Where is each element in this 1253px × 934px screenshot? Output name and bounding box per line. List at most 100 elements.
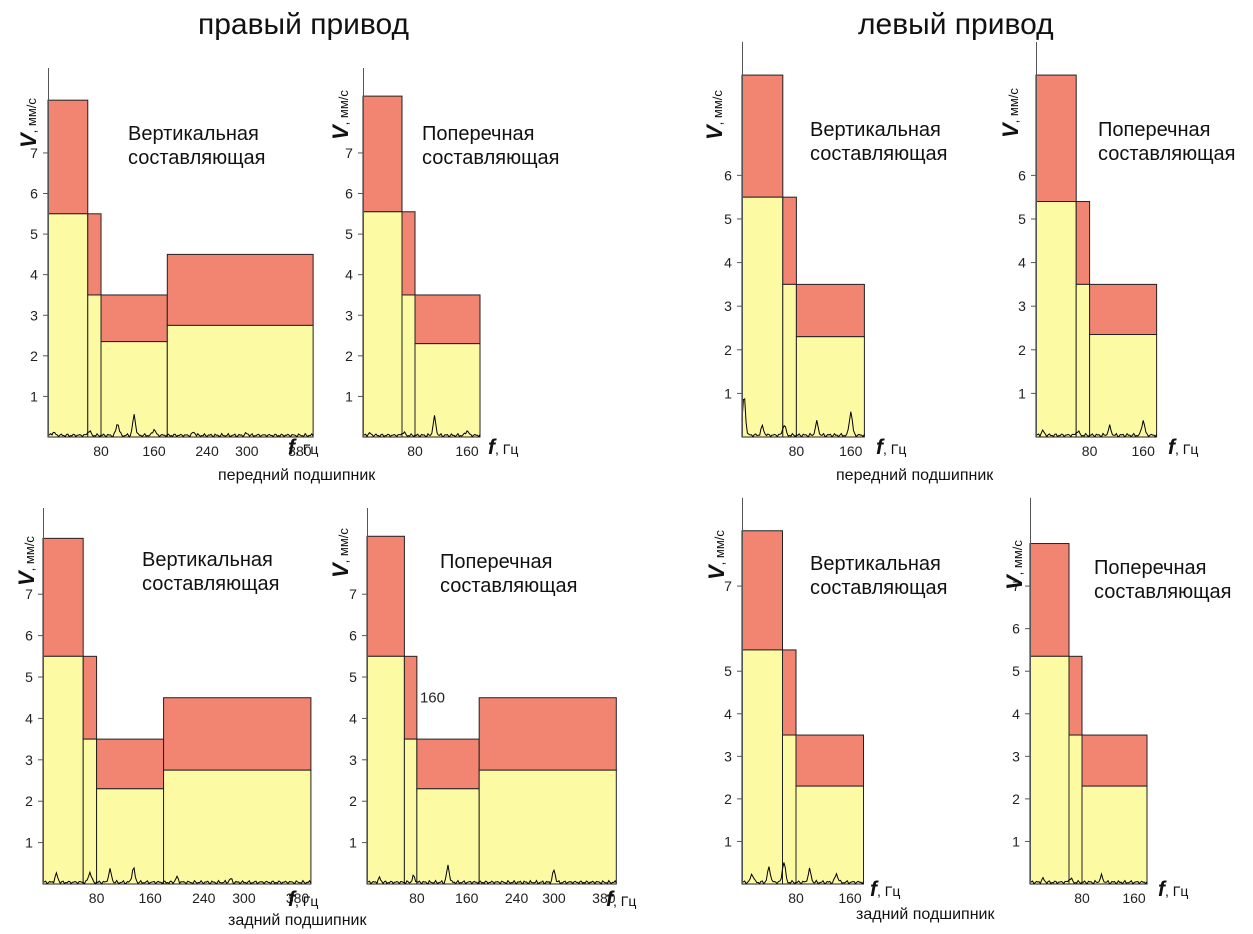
x-tick-label: 80 [1074,890,1090,906]
normal-zone-bar-4 [166,324,314,438]
spectrum-trace [47,414,314,438]
y-axis-unit: , мм/с [336,528,351,564]
y-axis-unit: , мм/с [710,90,725,126]
x-tick-label: 80 [788,890,804,906]
x-axis-unit: , Гц [295,893,319,909]
alarm-zone-bar-2 [87,213,102,296]
panel-title-line: составляющая [422,147,560,169]
x-tick-label: 300 [542,890,566,906]
normal-zone-bar-1 [1029,655,1070,885]
x-tick-label: 240 [192,890,216,906]
chart-right-front-transverse: 1 2 3 4 5 6 7 80 160 [345,68,495,459]
right-drive-title: правый привод [198,8,410,41]
y-tick-label: 1 [724,385,732,401]
spectrum-trace [741,862,864,885]
normal-zone-bar-1 [47,213,89,438]
y-tick-label: 6 [345,186,353,202]
right-rear-bearing-caption: задний подшипник [228,912,367,929]
chart-canvas: 1 2 3 4 5 6 80 160 [724,42,865,459]
normal-zone-bar-1 [366,655,405,885]
y-tick-label: 1 [1018,385,1026,401]
alarm-zone-bar-2 [782,196,797,285]
x-axis-symbol: f [288,436,295,459]
y-tick-label: 2 [1012,791,1020,807]
y-tick-label: 4 [345,267,353,283]
chart-left-front-vertical: 1 2 3 4 5 6 80 160 [724,42,880,459]
chart-canvas: 1 2 3 4 5 6 7 80 160 [1012,498,1148,906]
normal-zone-bar-1 [42,655,84,885]
y-tick-label: 2 [345,348,353,364]
y-tick-label: 7 [30,145,38,161]
normal-zone-bar-3 [416,788,480,885]
y-axis-label: V, мм/с [702,90,728,140]
normal-zone-bar-4 [478,769,617,885]
y-tick-label: 1 [1012,833,1020,849]
normal-zone-bar-1 [1035,201,1077,438]
y-tick-label: 6 [349,628,357,644]
panel-title-line: Вертикальная [128,123,259,145]
y-tick-label: 2 [724,791,732,807]
panel-title-line: составляющая [810,143,948,165]
normal-zone-bar-3 [795,336,865,438]
y-tick-label: 7 [345,145,353,161]
x-axis-label: f, Гц [1158,878,1188,902]
y-tick-label: 1 [30,388,38,404]
y-axis-unit: , мм/с [1006,88,1021,124]
y-tick-label: 5 [30,226,38,242]
y-axis-label: V, мм/с [998,88,1024,138]
alarm-zone-bar-1 [47,99,89,215]
y-tick-label: 4 [1018,255,1026,271]
chart-left-rear-vertical: 1 2 3 4 5 7 80 160 [724,498,879,906]
x-tick-label: 240 [195,443,219,459]
normal-zone-bar-3 [795,785,864,885]
x-tick-label: 380 [592,890,616,906]
panel-title-line: Поперечная [422,123,535,145]
alarm-zone-bar-4 [166,253,314,326]
alarm-zone-bar-1 [362,95,403,213]
y-tick-label: 1 [25,835,33,851]
left-rear-bearing-caption: задний подшипник [856,906,995,923]
y-tick-label: 6 [25,628,33,644]
y-tick-label: 3 [345,307,353,323]
normal-zone-bar-3 [1089,334,1158,438]
panel-title-line: составляющая [128,147,266,169]
y-tick-label: 3 [1012,748,1020,764]
x-tick-label: 240 [505,890,529,906]
x-axis-label: f, Гц [288,888,318,912]
panel-title-line: Поперечная [1098,119,1211,141]
y-tick-label: 2 [30,348,38,364]
y-tick-label: 2 [349,793,357,809]
y-axis-unit: , мм/с [336,90,351,126]
y-tick-label: 3 [25,752,33,768]
y-tick-label: 1 [724,833,732,849]
y-tick-label: 7 [1012,578,1020,594]
y-axis-symbol: V [14,571,39,586]
normal-zone-bar-3 [414,343,481,438]
y-tick-label: 5 [724,663,732,679]
panel-title: Вертикальная составляющая [810,118,947,166]
spectrum-trace [366,864,617,885]
alarm-zone-bar-4 [163,697,312,771]
spectrum-trace [42,866,312,885]
normal-zone-bar-2 [87,294,102,438]
y-axis-symbol: V [328,125,353,140]
x-tick-label: 160 [839,443,863,459]
normal-zone-bar-1 [362,211,403,438]
panel-title-line: составляющая [440,575,578,597]
x-tick-label: 80 [407,443,423,459]
panel-title: Поперечная составляющая [1094,556,1231,604]
y-tick-label: 5 [724,211,732,227]
normal-zone-bar-3 [96,788,165,885]
panel-title: Вертикальная составляющая [128,122,265,170]
x-tick-label: 80 [409,890,425,906]
chart-canvas: 1 2 3 4 5 6 7 80 160 240 300 380 160 [349,508,617,906]
y-tick-label: 3 [724,748,732,764]
y-tick-label: 3 [30,307,38,323]
x-axis-label: f, Гц [288,436,318,460]
y-tick-label: 6 [1012,621,1020,637]
y-axis-symbol: V [998,123,1023,138]
alarm-zone-bar-3 [795,283,865,338]
alarm-zone-bar-3 [416,738,480,790]
y-axis-label: V, мм/с [328,90,354,140]
y-tick-label: 4 [349,710,357,726]
